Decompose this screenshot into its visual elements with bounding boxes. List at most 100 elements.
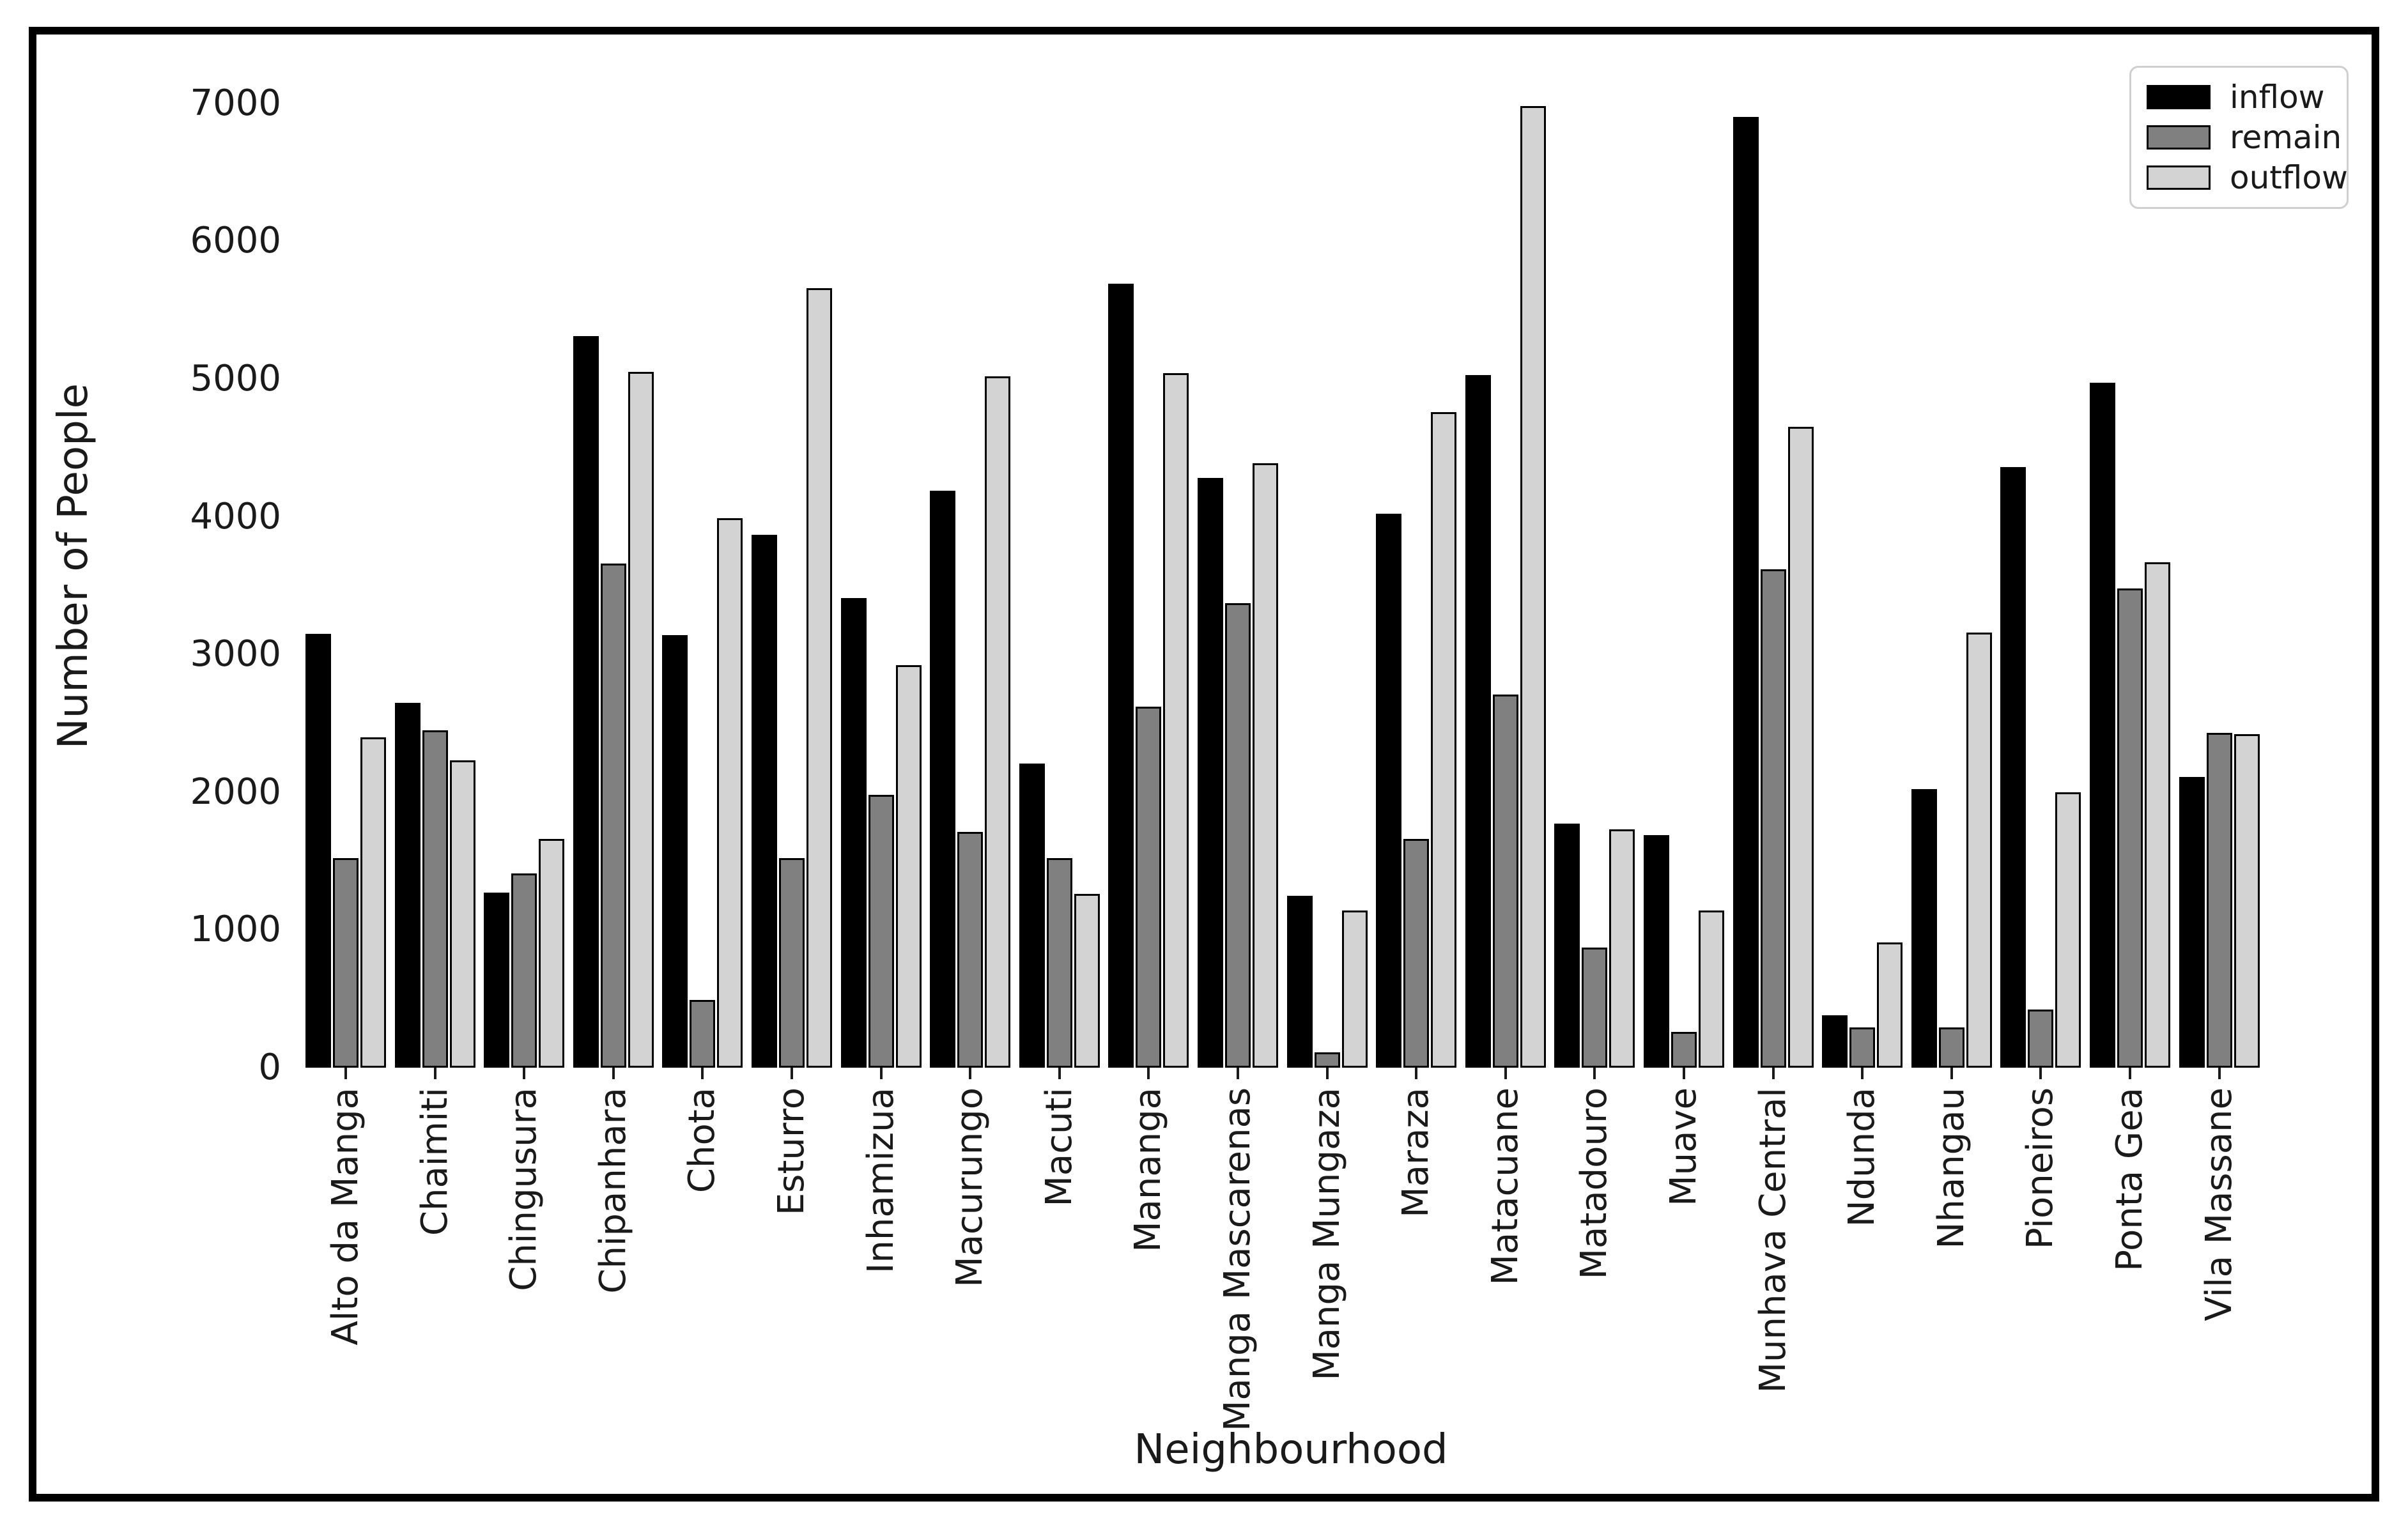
x-tick-mark <box>791 1068 793 1079</box>
bar-remain <box>1046 858 1072 1068</box>
x-tick-label: Macurungo <box>949 1087 991 1287</box>
x-tick-mark <box>1147 1068 1150 1079</box>
y-tick-label: 1000 <box>190 909 281 951</box>
legend-item-outflow: outflow <box>2147 162 2348 194</box>
bar-remain <box>333 858 359 1068</box>
x-tick-label: Pioneiros <box>2019 1087 2062 1250</box>
y-tick-label: 4000 <box>190 495 281 537</box>
bar-inflow <box>2090 383 2115 1068</box>
bar-inflow <box>394 702 421 1068</box>
y-tick-label: 2000 <box>190 771 281 813</box>
x-tick-label: Muave <box>1663 1087 1704 1206</box>
bar-outflow <box>1341 910 1368 1068</box>
bar-outflow <box>2234 734 2260 1068</box>
x-tick-label: Munhava Central <box>1752 1087 1794 1394</box>
bar-remain <box>1760 569 1786 1068</box>
bar-inflow <box>1465 374 1491 1068</box>
bar-outflow <box>985 376 1011 1068</box>
bar-outflow <box>2145 562 2170 1068</box>
bar-outflow <box>1877 942 1903 1068</box>
x-tick-label: Matadouro <box>1573 1087 1616 1280</box>
bar-outflow <box>1966 632 1992 1068</box>
x-tick-mark <box>612 1068 615 1079</box>
bar-remain <box>2206 733 2232 1068</box>
x-tick-label: Chaimiti <box>413 1087 456 1236</box>
x-tick-mark <box>1683 1068 1685 1079</box>
x-tick-mark <box>2129 1068 2131 1079</box>
bar-outflow <box>1699 910 1724 1068</box>
bar-inflow <box>752 534 777 1068</box>
bar-inflow <box>662 635 688 1068</box>
bar-remain <box>511 873 537 1068</box>
x-tick-mark <box>701 1068 704 1079</box>
x-tick-label: Inhamizua <box>860 1087 902 1274</box>
bar-outflow <box>360 737 386 1068</box>
legend-label: outflow <box>2230 159 2348 197</box>
x-tick-mark <box>523 1068 526 1079</box>
x-tick-mark <box>1237 1068 1239 1079</box>
x-tick-mark <box>1950 1068 1953 1079</box>
bar-remain <box>1314 1052 1340 1068</box>
bar-inflow <box>1286 895 1313 1068</box>
y-axis-title: Number of People <box>50 383 97 749</box>
bar-remain <box>1403 839 1430 1068</box>
x-tick-mark <box>1415 1068 1418 1079</box>
bar-outflow <box>539 839 565 1068</box>
x-tick-label: Alto da Manga <box>325 1087 366 1346</box>
y-tick-label: 6000 <box>190 220 281 262</box>
bar-inflow <box>305 633 331 1068</box>
bar-remain <box>957 832 984 1068</box>
x-tick-label: Chipanhara <box>592 1087 634 1294</box>
bar-outflow <box>1163 373 1189 1068</box>
bar-remain <box>1225 603 1251 1068</box>
bar-outflow <box>717 518 743 1068</box>
bar-remain <box>1582 948 1608 1068</box>
x-tick-mark <box>433 1068 436 1079</box>
bar-remain <box>779 858 805 1068</box>
bar-remain <box>422 730 448 1068</box>
bar-remain <box>1671 1031 1697 1068</box>
bar-remain <box>1849 1027 1876 1068</box>
bar-outflow <box>1431 411 1457 1068</box>
x-tick-mark <box>1593 1068 1596 1079</box>
x-tick-mark <box>1771 1068 1775 1079</box>
y-tick-label: 3000 <box>190 633 281 675</box>
bar-outflow <box>1253 463 1278 1068</box>
bar-remain <box>2028 1010 2054 1068</box>
x-tick-label: Nhangau <box>1930 1087 1972 1249</box>
x-tick-mark <box>2039 1068 2042 1079</box>
legend-swatch-icon <box>2147 165 2211 190</box>
x-tick-mark <box>1504 1068 1507 1079</box>
x-tick-mark <box>1861 1068 1864 1079</box>
x-axis-title: Neighbourhood <box>1134 1426 1448 1473</box>
bar-outflow <box>1787 427 1814 1068</box>
bar-inflow <box>1733 117 1759 1068</box>
bar-inflow <box>1198 478 1223 1068</box>
x-tick-label: Manga Mungaza <box>1306 1087 1348 1381</box>
y-tick-label: 7000 <box>190 82 281 124</box>
x-tick-label: Mananga <box>1127 1087 1169 1252</box>
bar-inflow <box>1911 789 1937 1068</box>
bar-inflow <box>484 893 510 1068</box>
x-tick-label: Esturro <box>771 1087 812 1216</box>
bar-inflow <box>930 490 956 1068</box>
x-tick-label: Matacuane <box>1484 1087 1526 1286</box>
bar-inflow <box>1019 763 1045 1068</box>
bar-outflow <box>628 372 654 1068</box>
bar-remain <box>600 563 626 1068</box>
x-tick-label: Macuti <box>1038 1087 1080 1207</box>
bar-remain <box>1938 1027 1964 1068</box>
bar-outflow <box>2055 792 2081 1068</box>
bar-inflow <box>1376 514 1402 1068</box>
x-tick-label: Chota <box>681 1087 723 1194</box>
x-tick-mark <box>2218 1068 2221 1079</box>
x-tick-label: Ndunda <box>1841 1087 1883 1227</box>
bar-inflow <box>1554 824 1580 1068</box>
x-tick-label: Manga Mascarenas <box>1217 1087 1258 1431</box>
x-tick-mark <box>1325 1068 1329 1079</box>
bar-remain <box>690 1000 716 1068</box>
x-tick-mark <box>969 1068 972 1079</box>
y-tick-label: 5000 <box>190 358 281 399</box>
bar-remain <box>1492 694 1518 1068</box>
